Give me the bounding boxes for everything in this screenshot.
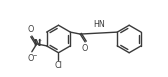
Text: O: O: [28, 54, 34, 63]
Text: −: −: [33, 53, 37, 58]
Text: O: O: [82, 44, 88, 53]
Text: +: +: [38, 38, 42, 43]
Text: Cl: Cl: [55, 61, 62, 70]
Text: N: N: [33, 39, 40, 48]
Text: O: O: [28, 25, 34, 34]
Text: HN: HN: [93, 20, 105, 29]
